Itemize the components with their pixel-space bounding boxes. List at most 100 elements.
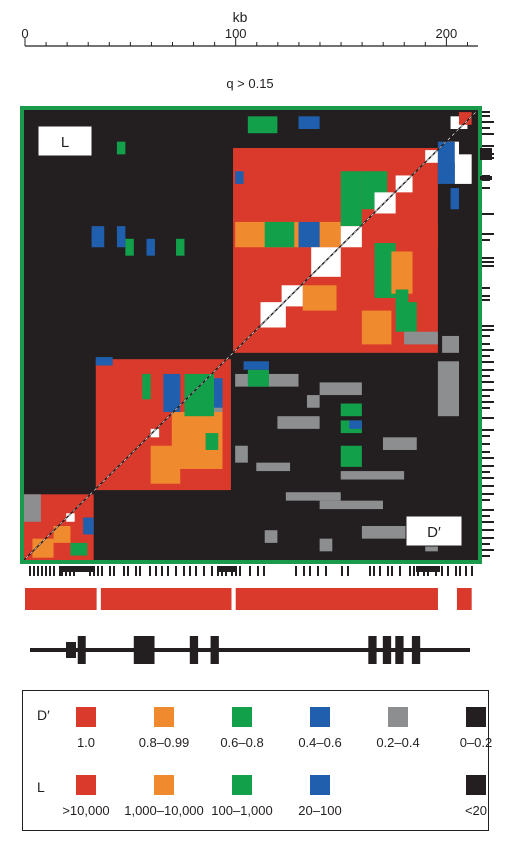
sparse-cell <box>176 239 184 256</box>
legend-l-swatch <box>154 775 174 795</box>
sparse-cell <box>163 374 180 412</box>
threshold-label: q > 0.15 <box>226 76 273 91</box>
block-cell <box>265 222 295 247</box>
axis-tick-label: 200 <box>436 26 458 41</box>
gene-exon <box>395 636 403 664</box>
gene-exon <box>412 636 420 664</box>
sparse-cell <box>214 378 222 408</box>
marker-cluster <box>480 176 492 180</box>
axis-ticks: 0 100 200 <box>21 26 467 46</box>
legend-l-swatch <box>76 775 96 795</box>
block-cell <box>151 446 181 484</box>
axis-tick-label: 0 <box>21 26 28 41</box>
bottom-marker-ticks <box>30 566 472 576</box>
sparse-cell <box>307 395 320 408</box>
gene-exon <box>190 636 198 664</box>
axis-title: kb <box>233 9 248 25</box>
gene-exon <box>134 636 155 664</box>
gene-exon <box>78 636 86 664</box>
right-marker-ticks <box>480 112 494 556</box>
sparse-cell <box>320 501 383 509</box>
legend-dprime-label: D′ <box>37 707 50 723</box>
sparse-cell <box>286 492 341 500</box>
block-gap <box>311 247 341 277</box>
legend-dprime-label: 0–0.2 <box>421 735 505 750</box>
sparse-cell <box>248 116 278 133</box>
sparse-cell <box>235 446 248 463</box>
haplotype-block <box>457 588 472 610</box>
marker-cluster <box>480 148 492 160</box>
block-cell <box>206 433 219 450</box>
sparse-cell <box>117 226 125 247</box>
gene-exon <box>383 636 391 664</box>
sparse-cell <box>451 188 459 209</box>
sparse-cell <box>320 539 333 552</box>
block-cell <box>417 222 438 247</box>
block-gap <box>282 285 303 306</box>
legend: D′ L 1.0 0.8–0.99 0.6–0.8 0.4–0.6 0.2–0.4 0–0… <box>22 690 489 831</box>
sparse-cell <box>341 404 362 417</box>
sparse-cell <box>383 437 417 450</box>
block-cell <box>362 311 392 345</box>
sparse-cell <box>341 446 362 467</box>
block-cell <box>70 543 87 556</box>
legend-l-label: 20–100 <box>265 803 375 818</box>
legend-dprime-swatch <box>466 707 486 727</box>
upper-triangle-label: L <box>61 134 69 151</box>
marker-cluster <box>60 566 94 572</box>
marker-cluster <box>416 566 440 572</box>
haplotype-blocks <box>25 588 472 610</box>
legend-dprime-swatch <box>388 707 408 727</box>
block-cell <box>299 222 320 247</box>
legend-l-swatch <box>310 775 330 795</box>
block-cell <box>391 251 412 293</box>
legend-l-swatch <box>466 775 486 795</box>
gene-exon <box>211 636 219 664</box>
gene-exon <box>66 642 76 658</box>
sparse-cell <box>299 116 320 129</box>
sparse-cell <box>341 471 404 479</box>
ld-heatmap: L D′ <box>22 108 480 564</box>
axis-tick-label: 100 <box>225 26 247 41</box>
sparse-cell <box>438 361 459 416</box>
sparse-cell <box>349 420 362 428</box>
legend-l-label: <20 <box>421 803 505 818</box>
sparse-cell <box>244 361 269 369</box>
block-gap <box>341 226 362 247</box>
legend-dprime-swatch <box>232 707 252 727</box>
block-gap <box>455 154 472 184</box>
legend-dprime-swatch <box>76 707 96 727</box>
legend-l-label: L <box>37 779 45 795</box>
gene-exon <box>368 636 376 664</box>
sparse-cell <box>125 239 133 256</box>
legend-dprime-swatch <box>154 707 174 727</box>
sparse-cell <box>92 226 105 247</box>
sparse-cell <box>146 239 154 256</box>
gene-structure <box>30 636 470 664</box>
lower-triangle-label: D′ <box>427 524 441 541</box>
kb-axis: kb 0 100 200 <box>21 9 478 46</box>
sparse-cell <box>96 357 113 365</box>
sparse-cell <box>320 382 362 395</box>
haplotype-block <box>101 588 232 610</box>
sparse-cell <box>248 370 269 387</box>
sparse-cell <box>117 142 125 155</box>
sparse-cell <box>142 374 150 399</box>
block-cell <box>83 518 94 535</box>
block-cell <box>303 285 337 310</box>
block-cell <box>341 171 362 226</box>
sparse-cell <box>404 332 438 345</box>
sparse-cell <box>265 530 278 543</box>
marker-cluster <box>218 566 236 572</box>
legend-l-swatch <box>232 775 252 795</box>
sparse-cell <box>235 171 243 184</box>
sparse-cell <box>442 336 459 353</box>
sparse-cell <box>396 289 409 310</box>
sparse-cell <box>256 463 290 471</box>
haplotype-block <box>236 588 438 610</box>
sparse-cell <box>277 416 319 429</box>
legend-dprime-swatch <box>310 707 330 727</box>
haplotype-block <box>25 588 97 610</box>
sparse-cell <box>184 374 214 416</box>
block-cell <box>24 494 41 521</box>
